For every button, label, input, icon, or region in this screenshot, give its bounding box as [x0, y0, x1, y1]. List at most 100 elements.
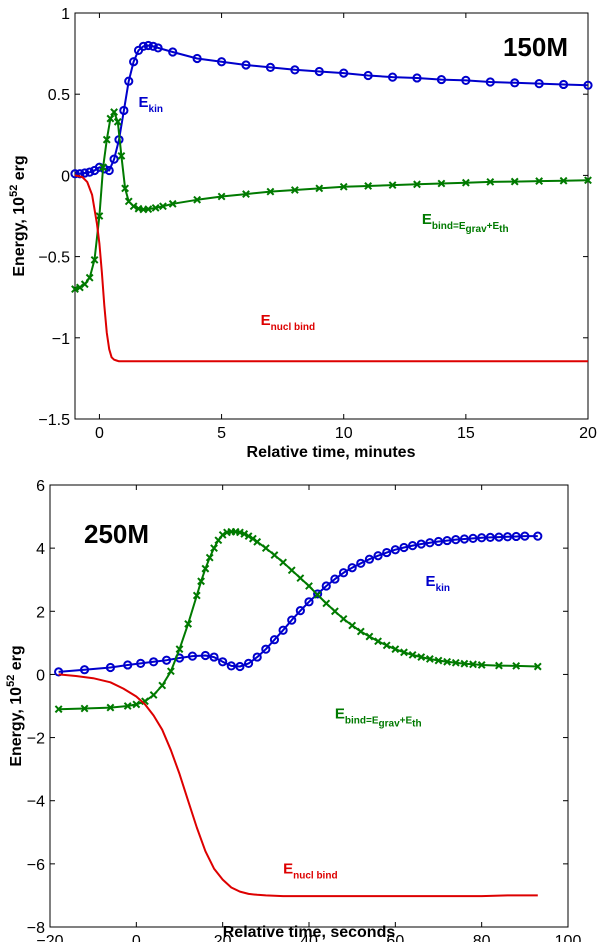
annotation-plus: +E [400, 716, 413, 727]
data-point [339, 614, 348, 623]
x-tick-label: 5 [217, 425, 226, 442]
y-tick-label: 1 [61, 6, 70, 23]
data-point [80, 280, 89, 289]
data-point [253, 537, 262, 546]
data-point [144, 205, 153, 214]
data-point [400, 648, 408, 657]
annotation-subscript: kin [436, 583, 450, 594]
annotation-bind: Ebind=Egrav+Eth [422, 211, 509, 235]
data-point [533, 662, 542, 671]
series-line-e-nucl-bind [74, 174, 588, 363]
data-point [266, 187, 275, 196]
data-point [314, 66, 324, 77]
x-tick-label: 15 [457, 425, 475, 442]
data-point [236, 528, 244, 537]
y-tick-label: 2 [36, 604, 45, 621]
data-point [105, 662, 116, 673]
data-point [363, 70, 373, 81]
data-point [166, 667, 175, 676]
data-point [226, 661, 236, 671]
data-point [583, 80, 593, 90]
data-point [75, 283, 84, 292]
x-tick-label: 60 [386, 933, 404, 942]
data-point [129, 57, 139, 67]
data-point [218, 657, 228, 667]
data-point [261, 544, 270, 553]
data-point [391, 645, 400, 654]
series-e-nucl-bind [74, 174, 588, 363]
x-tick-label: −20 [36, 933, 63, 942]
data-point [168, 199, 177, 208]
data-point [437, 179, 446, 188]
series-line-e-bind [74, 111, 589, 291]
data-point [205, 553, 214, 562]
data-point [159, 202, 167, 211]
data-point [339, 182, 348, 191]
annotation-kin: Ekin [426, 573, 450, 594]
data-point [290, 186, 299, 194]
data-point [399, 542, 409, 553]
y-tick-label: −6 [27, 857, 45, 874]
data-point [305, 582, 313, 590]
data-point [132, 700, 141, 709]
data-point [469, 660, 477, 669]
x-axis-label-250m: Relative time, seconds [223, 924, 396, 941]
x-tick-label: 80 [473, 933, 491, 942]
annotation-symbol: E [261, 312, 271, 329]
annotation-subscript-3: th [499, 224, 508, 235]
data-point [241, 60, 251, 70]
data-point [200, 650, 210, 661]
data-point [382, 641, 391, 650]
data-point [99, 163, 108, 172]
data-point [425, 538, 435, 548]
data-point [287, 566, 296, 575]
data-point [387, 72, 398, 82]
panel-label-250m: 250M [84, 519, 149, 549]
annotation-symbol: E [426, 573, 436, 590]
data-point [243, 658, 254, 668]
annotation-nucl: Enucl bind [261, 312, 315, 333]
data-point [382, 547, 392, 558]
y-axis-label-unit-250m: erg [8, 645, 25, 674]
x-tick-label: 100 [555, 933, 582, 942]
panel-150m: 0 5 10 15 20−1.5−1−0.500.51 EkinEbind=Egrav+… [8, 6, 597, 461]
x-tick-label: 20 [214, 933, 232, 942]
x-tick-label: 10 [335, 425, 353, 442]
y-axis-label-main-250m: Energy, 10 [8, 687, 25, 767]
series-line-e-kin [58, 535, 538, 673]
series-e-bind [54, 527, 542, 714]
data-point [71, 285, 79, 293]
y-tick-label: −4 [27, 794, 45, 811]
data-point [269, 635, 280, 645]
series-e-kin [54, 531, 543, 677]
series-e-bind [71, 108, 592, 293]
data-point [347, 563, 357, 573]
data-point [187, 651, 198, 661]
data-point [313, 589, 323, 599]
data-point [451, 658, 460, 667]
panel-label-150m: 150M [503, 32, 568, 62]
data-point [235, 661, 245, 672]
data-point [129, 202, 138, 211]
data-point [240, 530, 249, 538]
data-point [109, 154, 119, 164]
data-point [322, 599, 331, 608]
data-point [106, 703, 115, 712]
data-point [124, 76, 134, 86]
data-point [102, 135, 111, 144]
data-point [510, 177, 519, 186]
annotation-subscript: kin [149, 104, 163, 115]
annotation-symbol: E [283, 860, 293, 877]
data-point [417, 653, 426, 661]
y-tick-label: 0.5 [48, 87, 70, 104]
data-point [184, 620, 193, 628]
series-group-250m [54, 527, 543, 898]
data-point [193, 195, 202, 204]
data-point [459, 534, 469, 544]
y-tick-label: −2 [27, 731, 45, 748]
data-point [408, 650, 417, 659]
data-point [364, 182, 373, 190]
data-point [158, 681, 167, 690]
